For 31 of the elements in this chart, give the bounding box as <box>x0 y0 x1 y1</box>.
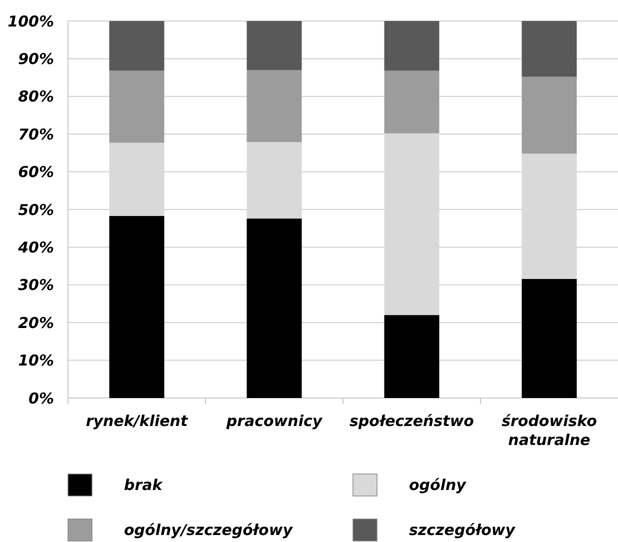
bar <box>246 21 302 70</box>
bar <box>384 315 440 398</box>
y-tick-label: 20% <box>18 314 54 332</box>
y-tick-label: 60% <box>18 163 54 182</box>
bar <box>246 218 302 398</box>
bar <box>109 21 164 71</box>
bar <box>109 70 164 143</box>
x-tick-label: pracownicy <box>225 412 324 430</box>
y-tick-label: 30% <box>18 276 54 294</box>
y-tick-label: 100% <box>8 12 54 30</box>
legend-label: brak <box>124 476 164 494</box>
x-tick-label: społeczeństwo <box>349 412 474 430</box>
legend-label: szczegółowy <box>409 521 516 539</box>
y-tick-label: 80% <box>18 88 54 106</box>
bar <box>109 216 164 398</box>
bar <box>384 70 440 134</box>
bar <box>522 278 577 398</box>
y-tick-label: 40% <box>17 238 54 256</box>
x-tick-label: środowisko naturalne <box>502 412 597 449</box>
x-tick-label: rynek/klient <box>86 412 188 430</box>
bar <box>522 76 577 154</box>
bar <box>246 70 302 142</box>
y-tick-label: 10% <box>18 352 54 370</box>
legend-label: ogólny <box>409 476 468 494</box>
y-tick-label: 90% <box>18 50 54 68</box>
legend-label: ogólny/szczegółowy <box>124 521 294 539</box>
bar <box>384 21 440 71</box>
y-tick-label: 0% <box>28 389 54 408</box>
y-tick-label: 50% <box>18 200 54 219</box>
y-tick-label: 70% <box>18 125 54 144</box>
bar <box>522 21 577 77</box>
